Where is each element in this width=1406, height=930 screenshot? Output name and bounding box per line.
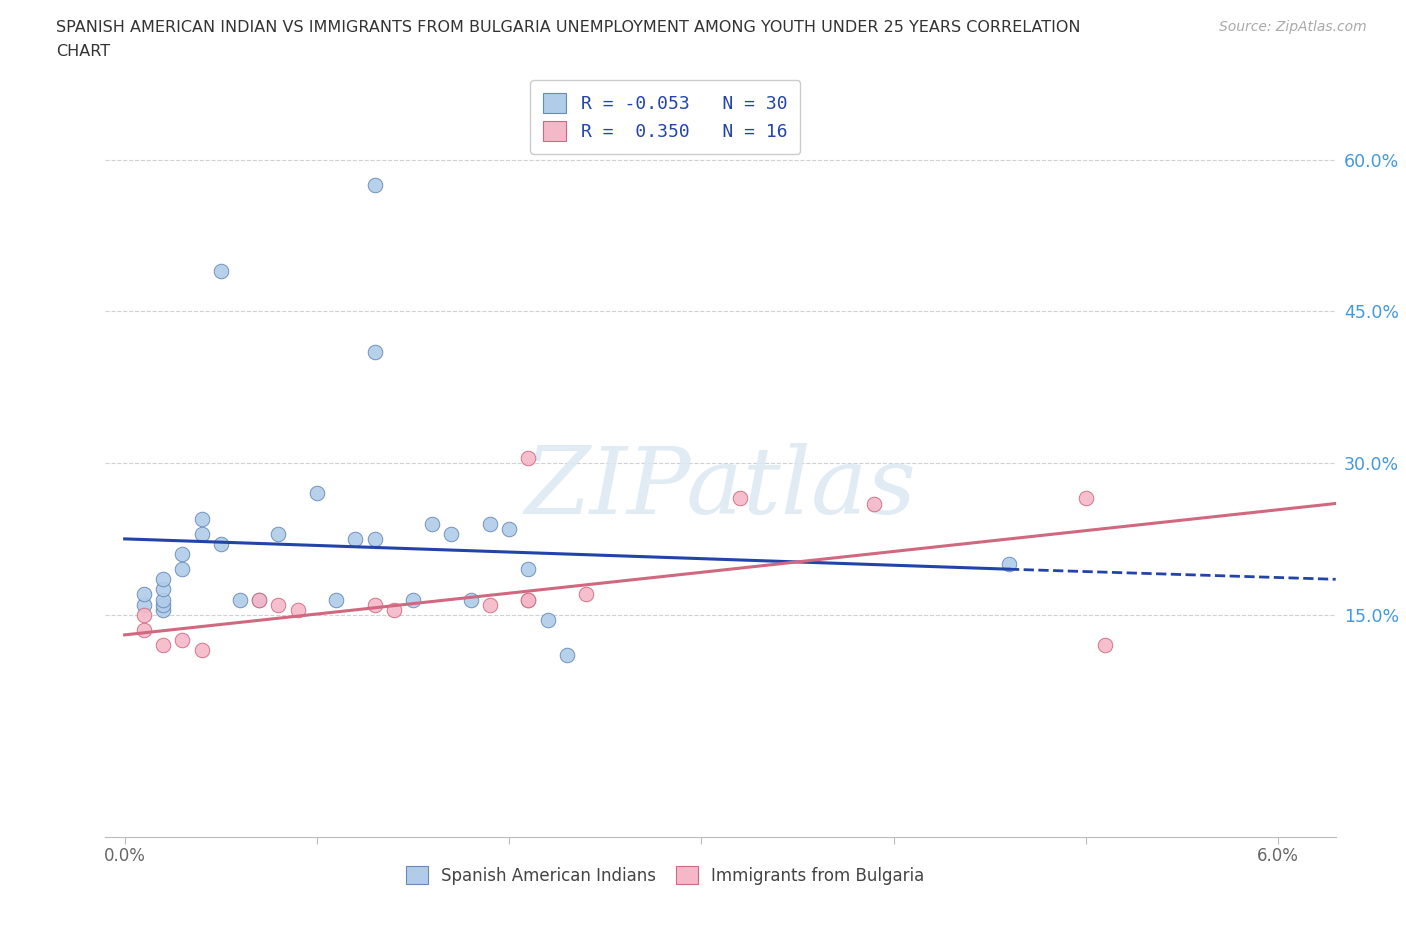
Point bbox=[728, 491, 751, 506]
Point bbox=[209, 263, 232, 278]
Text: ZIPatlas: ZIPatlas bbox=[524, 444, 917, 533]
Point bbox=[575, 587, 598, 602]
Point bbox=[363, 597, 385, 612]
Point bbox=[172, 547, 194, 562]
Point bbox=[498, 522, 520, 537]
Point bbox=[478, 597, 501, 612]
Point bbox=[460, 592, 482, 607]
Point bbox=[1094, 638, 1116, 653]
Point bbox=[517, 592, 540, 607]
Point bbox=[267, 526, 290, 541]
Point bbox=[305, 486, 328, 501]
Point bbox=[267, 597, 290, 612]
Point bbox=[132, 597, 155, 612]
Point bbox=[1074, 491, 1097, 506]
Point bbox=[190, 526, 212, 541]
Point bbox=[863, 496, 886, 511]
Point bbox=[132, 607, 155, 622]
Text: SPANISH AMERICAN INDIAN VS IMMIGRANTS FROM BULGARIA UNEMPLOYMENT AMONG YOUTH UND: SPANISH AMERICAN INDIAN VS IMMIGRANTS FR… bbox=[56, 20, 1081, 35]
Point bbox=[247, 592, 270, 607]
Point bbox=[325, 592, 347, 607]
Point bbox=[517, 562, 540, 577]
Point bbox=[152, 572, 174, 587]
Point bbox=[209, 537, 232, 551]
Point bbox=[363, 531, 385, 546]
Point bbox=[132, 587, 155, 602]
Point bbox=[152, 592, 174, 607]
Point bbox=[247, 592, 270, 607]
Point bbox=[555, 647, 578, 662]
Point bbox=[440, 526, 463, 541]
Point bbox=[517, 592, 540, 607]
Point bbox=[190, 643, 212, 658]
Point bbox=[152, 638, 174, 653]
Point bbox=[363, 178, 385, 193]
Text: 6.0%: 6.0% bbox=[1257, 847, 1299, 865]
Text: CHART: CHART bbox=[56, 44, 110, 59]
Point bbox=[402, 592, 425, 607]
Point bbox=[287, 603, 309, 618]
Legend: Spanish American Indians, Immigrants from Bulgaria: Spanish American Indians, Immigrants fro… bbox=[398, 857, 932, 893]
Point bbox=[172, 562, 194, 577]
Point bbox=[190, 512, 212, 526]
Point bbox=[536, 612, 558, 627]
Point bbox=[152, 597, 174, 612]
Point bbox=[363, 344, 385, 359]
Text: 0.0%: 0.0% bbox=[104, 847, 146, 865]
Point bbox=[152, 603, 174, 618]
Point bbox=[478, 516, 501, 531]
Point bbox=[229, 592, 252, 607]
Point bbox=[172, 632, 194, 647]
Point bbox=[517, 451, 540, 466]
Point bbox=[344, 531, 367, 546]
Point bbox=[132, 622, 155, 637]
Point bbox=[152, 582, 174, 597]
Point bbox=[382, 603, 405, 618]
Point bbox=[420, 516, 443, 531]
Point bbox=[998, 557, 1021, 572]
Text: Source: ZipAtlas.com: Source: ZipAtlas.com bbox=[1219, 20, 1367, 34]
